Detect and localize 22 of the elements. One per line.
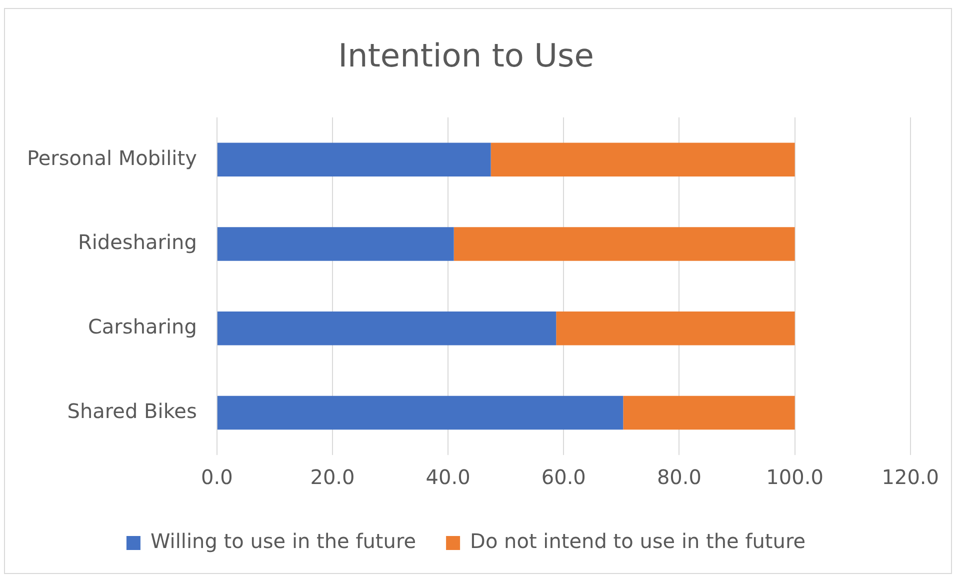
x-tick-label: 100.0 bbox=[766, 465, 824, 490]
y-tick-label: Personal Mobility bbox=[26, 146, 198, 170]
x-tick-label: 0.0 bbox=[201, 465, 233, 490]
bar bbox=[217, 312, 556, 346]
bar bbox=[217, 227, 454, 261]
y-tick-label: Shared Bikes bbox=[67, 399, 197, 424]
bar bbox=[623, 396, 795, 430]
x-tick-label: 80.0 bbox=[656, 465, 702, 490]
bar bbox=[454, 227, 795, 261]
x-tick-label: 60.0 bbox=[541, 465, 586, 490]
x-tick-label: 40.0 bbox=[426, 465, 470, 490]
bar bbox=[217, 142, 491, 176]
bar bbox=[556, 312, 795, 346]
bar bbox=[490, 142, 795, 176]
x-tick-label: 120.0 bbox=[882, 465, 940, 490]
bar bbox=[217, 396, 624, 430]
x-tick-label: 20.0 bbox=[310, 465, 355, 490]
legend-label: Willing to use in the future bbox=[150, 529, 416, 554]
chart-title: Intention to Use bbox=[338, 36, 594, 75]
y-tick-label: Carsharing bbox=[88, 314, 197, 339]
legend-label: Do not intend to use in the future bbox=[470, 529, 806, 554]
y-tick-label: Ridesharing bbox=[78, 230, 197, 254]
